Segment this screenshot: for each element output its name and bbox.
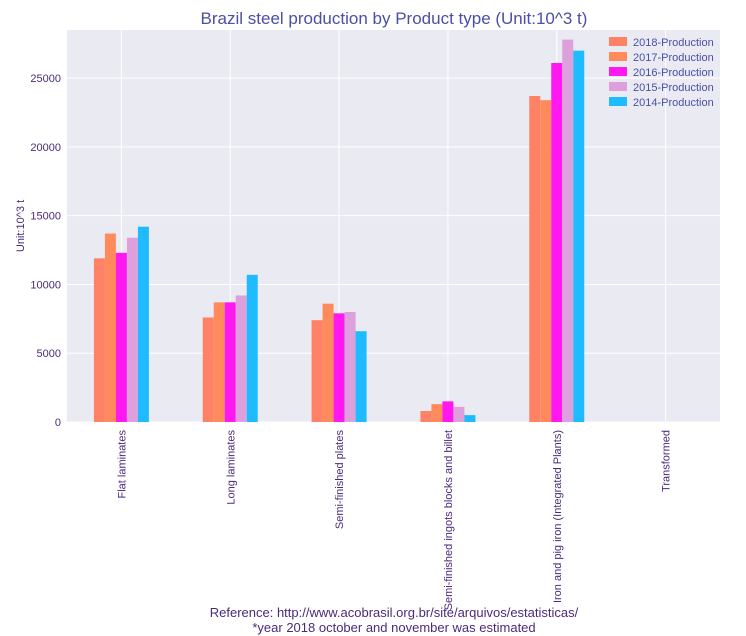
bar [213,302,225,422]
legend-swatch [609,82,627,91]
bar [104,233,116,422]
y-axis: 0 5000 10000 15000 20000 25000 [30,73,61,429]
reference-text: Reference: http://www.acobrasil.org.br/s… [210,605,579,620]
y-tick-label: 0 [55,417,61,429]
legend-label: 2014-Production [633,97,714,109]
bar [464,415,476,422]
y-tick-label: 10000 [30,279,61,291]
bar [93,258,105,422]
x-axis: Flat laminates Long laminates Semi-finishe… [116,430,672,611]
legend-swatch [609,37,627,46]
bar [420,410,432,422]
y-tick-label: 5000 [37,348,61,360]
bar [311,320,323,422]
y-axis-label: Unit:10^3 t [15,200,27,252]
bar [224,302,236,422]
y-tick-label: 15000 [30,211,61,223]
bars [93,39,585,422]
x-tick-label: Iron and pig iron (Integrated Plants) [552,430,564,603]
legend-label: 2015-Production [633,82,714,94]
bar [562,39,574,422]
bar [137,226,149,422]
bar [202,317,214,422]
y-tick-label: 20000 [30,142,61,154]
bar [235,295,247,422]
bar [322,303,334,422]
legend-label: 2017-Production [633,52,714,64]
x-tick-label: Long laminates [225,430,237,505]
legend-swatch [609,67,627,76]
bar [126,237,138,422]
bar [355,331,367,422]
x-tick-label: Semi-finished plates [334,430,346,530]
legend-label: 2018-Production [633,37,714,49]
bar [551,63,563,422]
x-tick-label: Transformed [661,430,673,492]
chart-title: Brazil steel production by Product type … [201,9,588,28]
legend-swatch [609,97,627,106]
bar [431,404,443,422]
legend-label: 2016-Production [633,67,714,79]
bar [246,274,258,422]
bar [540,100,552,422]
bar [333,313,345,422]
legend: 2018-Production 2017-Production 2016-Produ… [609,37,714,109]
x-tick-label: Flat laminates [116,430,128,499]
bar [344,311,356,422]
bar [573,50,585,422]
bar [115,252,127,422]
bar [442,401,454,422]
x-tick-label: Semi-finished ingots blocks and billet [443,430,455,610]
plot-area [67,30,720,422]
bar [529,96,541,422]
legend-swatch [609,52,627,61]
y-tick-label: 25000 [30,73,61,85]
estimate-note: *year 2018 october and november was esti… [252,620,535,635]
bar [453,406,465,422]
